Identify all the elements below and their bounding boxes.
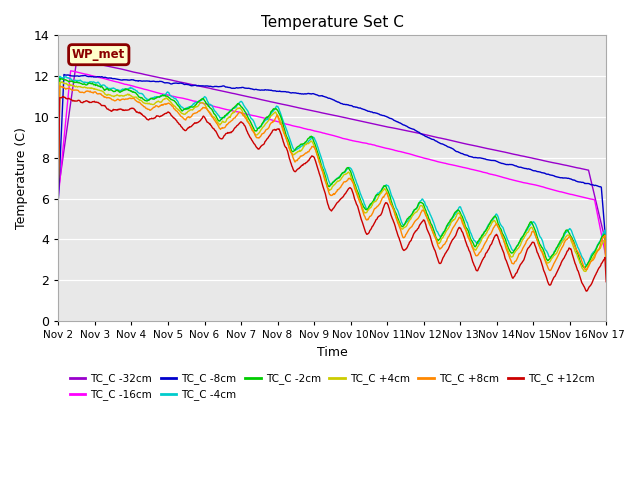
TC_C +4cm	[54, 175, 62, 180]
TC_C +4cm	[58, 79, 66, 84]
TC_C -4cm	[56, 73, 63, 79]
TC_C +4cm	[115, 93, 123, 99]
TC_C -2cm	[468, 238, 476, 244]
TC_C +12cm	[445, 245, 453, 251]
Line: TC_C -32cm: TC_C -32cm	[58, 60, 606, 244]
TC_C -8cm	[445, 144, 453, 150]
TC_C -32cm	[54, 187, 62, 192]
TC_C +12cm	[289, 166, 297, 172]
TC_C +8cm	[445, 233, 453, 239]
TC_C -8cm	[602, 244, 610, 250]
Line: TC_C +4cm: TC_C +4cm	[58, 82, 606, 274]
TC_C +8cm	[547, 268, 554, 274]
TC_C -32cm	[115, 66, 123, 72]
TC_C -4cm	[445, 222, 453, 228]
TC_C +12cm	[198, 116, 205, 122]
TC_C +8cm	[602, 266, 610, 272]
TC_C -16cm	[468, 167, 476, 172]
TC_C -8cm	[289, 90, 297, 96]
TC_C +4cm	[198, 100, 205, 106]
TC_C -4cm	[289, 145, 297, 151]
TC_C +4cm	[468, 242, 476, 248]
TC_C -4cm	[528, 220, 536, 226]
TC_C +8cm	[528, 229, 536, 235]
Line: TC_C -2cm: TC_C -2cm	[58, 78, 606, 269]
Line: TC_C -8cm: TC_C -8cm	[58, 74, 606, 247]
TC_C +8cm	[56, 83, 63, 89]
X-axis label: Time: Time	[317, 346, 348, 359]
TC_C -4cm	[602, 263, 610, 269]
TC_C -16cm	[54, 192, 62, 198]
TC_C +12cm	[602, 279, 610, 285]
TC_C +8cm	[198, 106, 205, 112]
TC_C +8cm	[115, 97, 123, 103]
TC_C +8cm	[468, 242, 476, 248]
TC_C -2cm	[198, 96, 205, 102]
TC_C -2cm	[56, 75, 63, 81]
TC_C -2cm	[528, 220, 536, 226]
TC_C -32cm	[602, 241, 610, 247]
TC_C -8cm	[115, 77, 123, 83]
TC_C -2cm	[115, 88, 123, 94]
Line: TC_C -16cm: TC_C -16cm	[58, 71, 606, 258]
Text: WP_met: WP_met	[72, 48, 125, 61]
TC_C -32cm	[528, 155, 536, 161]
TC_C -2cm	[445, 219, 453, 225]
TC_C -8cm	[528, 167, 536, 173]
TC_C +8cm	[54, 177, 62, 182]
TC_C +12cm	[528, 240, 536, 246]
TC_C -2cm	[289, 149, 297, 155]
TC_C +12cm	[59, 94, 67, 99]
TC_C -16cm	[602, 255, 610, 261]
TC_C -32cm	[73, 57, 81, 62]
TC_C +4cm	[289, 152, 297, 157]
TC_C +4cm	[445, 224, 453, 230]
TC_C -8cm	[60, 72, 68, 77]
TC_C -32cm	[468, 142, 476, 148]
TC_C -16cm	[445, 161, 453, 167]
TC_C -16cm	[67, 68, 74, 74]
TC_C -16cm	[528, 181, 536, 187]
Line: TC_C +8cm: TC_C +8cm	[58, 86, 606, 271]
TC_C -2cm	[54, 172, 62, 178]
Legend: TC_C -32cm, TC_C -16cm, TC_C -8cm, TC_C -4cm, TC_C -2cm, TC_C +4cm, TC_C +8cm, T: TC_C -32cm, TC_C -16cm, TC_C -8cm, TC_C …	[65, 369, 599, 405]
TC_C +4cm	[528, 225, 536, 230]
TC_C +12cm	[468, 254, 476, 260]
TC_C -16cm	[198, 100, 205, 106]
TC_C -4cm	[468, 232, 476, 238]
TC_C +12cm	[54, 183, 62, 189]
TC_C -8cm	[468, 154, 476, 160]
TC_C -8cm	[198, 83, 205, 89]
TC_C -2cm	[602, 266, 610, 272]
TC_C -4cm	[198, 97, 205, 103]
TC_C -32cm	[445, 137, 453, 143]
TC_C +8cm	[289, 155, 297, 161]
TC_C +12cm	[583, 288, 591, 294]
TC_C -16cm	[115, 80, 123, 85]
Title: Temperature Set C: Temperature Set C	[261, 15, 404, 30]
Line: TC_C -4cm: TC_C -4cm	[58, 76, 606, 266]
TC_C -8cm	[54, 195, 62, 201]
TC_C +12cm	[115, 107, 123, 112]
TC_C -16cm	[289, 123, 297, 129]
TC_C -32cm	[198, 84, 205, 89]
Y-axis label: Temperature (C): Temperature (C)	[15, 127, 28, 229]
TC_C -4cm	[54, 171, 62, 177]
Line: TC_C +12cm: TC_C +12cm	[58, 96, 606, 291]
TC_C +4cm	[602, 271, 610, 276]
TC_C -4cm	[115, 87, 123, 93]
TC_C -32cm	[289, 104, 297, 109]
